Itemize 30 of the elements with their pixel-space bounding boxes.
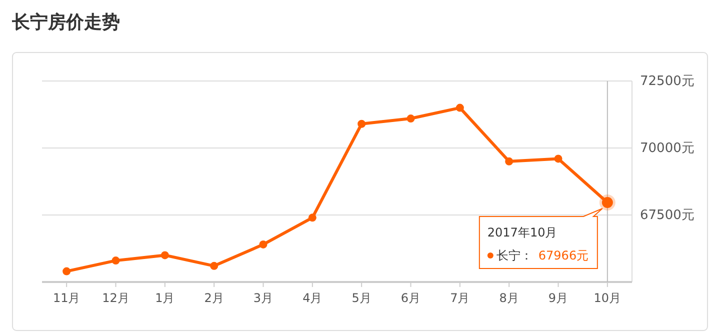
y-tick-label: 70000元 bbox=[640, 141, 694, 156]
point bbox=[308, 214, 316, 222]
x-tick-label: 10月 bbox=[594, 291, 622, 305]
point bbox=[505, 157, 514, 166]
x-tick-label: 1月 bbox=[155, 291, 175, 305]
x-tick-label: 4月 bbox=[302, 291, 322, 305]
point bbox=[160, 251, 169, 260]
point bbox=[456, 104, 464, 112]
annotation: 2017年10月 bbox=[487, 226, 558, 240]
chart-title: 长宁房价走势 bbox=[11, 12, 120, 33]
point bbox=[358, 120, 366, 128]
point bbox=[406, 114, 415, 123]
x-tick-label: 3月 bbox=[253, 291, 274, 305]
point bbox=[210, 262, 218, 270]
point bbox=[554, 154, 562, 163]
x-tick-label: 2月 bbox=[204, 291, 224, 305]
x-tick-label: 12月 bbox=[102, 291, 130, 305]
x-tick-label: 7月 bbox=[450, 291, 470, 305]
y-tick-label: 67500元 bbox=[640, 208, 694, 223]
y-tick-label: 72500元 bbox=[640, 74, 694, 89]
annotation: 长宁： bbox=[496, 248, 532, 263]
point bbox=[112, 256, 120, 265]
x-tick-label: 8月 bbox=[499, 291, 519, 305]
x-tick-label: 11月 bbox=[52, 291, 80, 305]
point bbox=[259, 240, 268, 248]
point bbox=[62, 267, 71, 276]
x-tick-label: 5月 bbox=[352, 291, 372, 305]
x-tick-label: 6月 bbox=[400, 291, 421, 305]
annotation: 67966元 bbox=[538, 248, 589, 263]
x-tick-label: 9月 bbox=[548, 291, 568, 305]
